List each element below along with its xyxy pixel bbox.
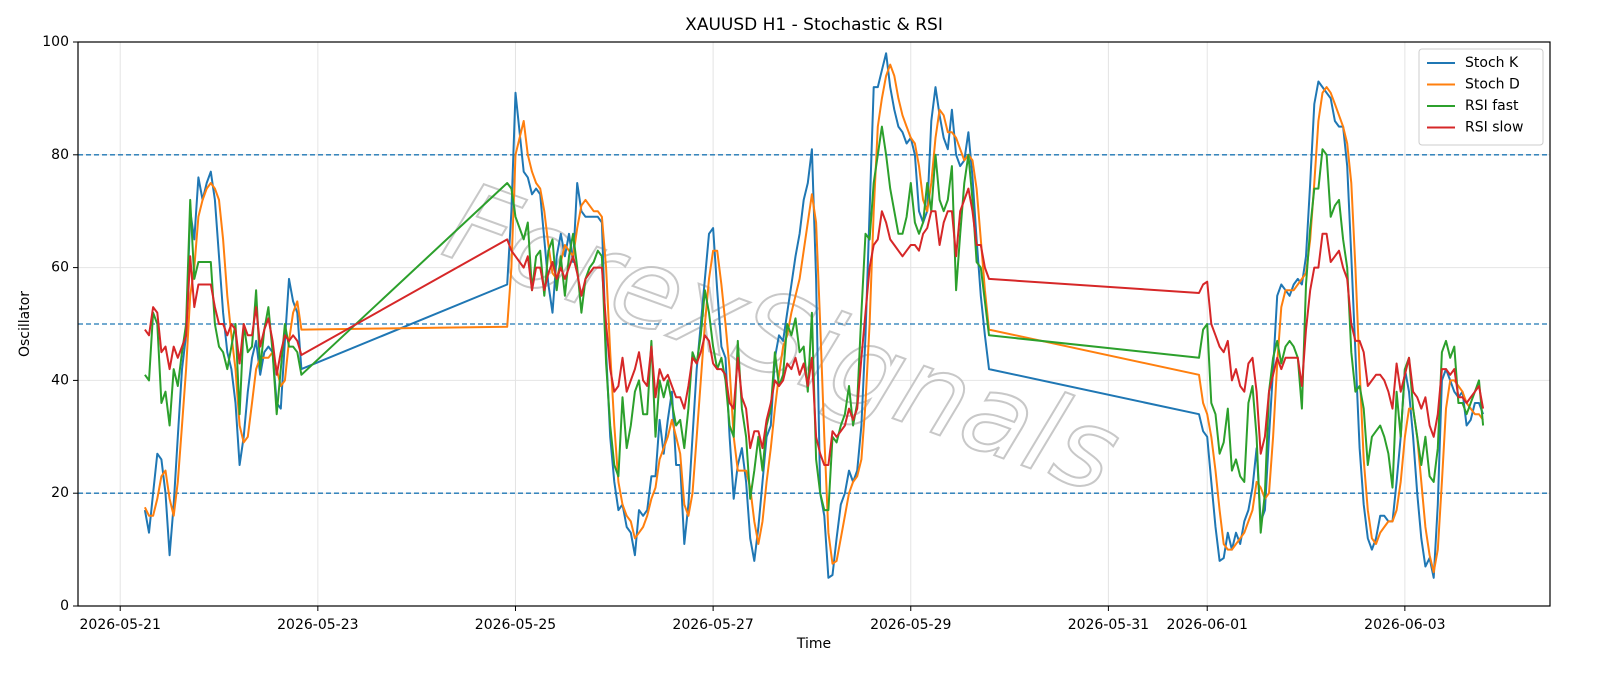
y-tick-label: 40 bbox=[51, 372, 69, 388]
series-line bbox=[143, 63, 1484, 574]
legend-label: RSI fast bbox=[1465, 98, 1519, 114]
x-tick-label: 2026-05-27 bbox=[672, 617, 753, 633]
y-axis-label: Oscillator bbox=[17, 291, 33, 357]
x-axis-label: Time bbox=[796, 636, 831, 652]
plot-frame bbox=[77, 41, 1551, 607]
y-tick-label: 20 bbox=[51, 485, 69, 501]
x-tick-label: 2026-05-31 bbox=[1068, 617, 1149, 633]
x-tick-label: 2026-06-01 bbox=[1167, 617, 1248, 633]
legend-box bbox=[1418, 48, 1544, 146]
y-tick-label: 0 bbox=[60, 598, 69, 614]
series-line bbox=[144, 187, 1485, 466]
legend-label: RSI slow bbox=[1465, 120, 1523, 136]
y-tick-label: 100 bbox=[42, 34, 69, 50]
x-tick-label: 2026-06-03 bbox=[1364, 617, 1445, 633]
x-tick-label: 2026-05-23 bbox=[277, 617, 358, 633]
x-tick-label: 2026-05-25 bbox=[475, 617, 556, 633]
series-line bbox=[144, 125, 1485, 534]
legend: Stoch K Stoch D RSI fast RSI slow bbox=[1418, 48, 1544, 146]
y-tick-label: 60 bbox=[51, 260, 69, 276]
legend-label: Stoch D bbox=[1465, 77, 1520, 93]
x-tick-label: 2026-05-29 bbox=[870, 617, 951, 633]
y-tick-label: 80 bbox=[51, 147, 69, 163]
legend-label: Stoch K bbox=[1465, 55, 1519, 71]
chart-title: XAUUSD H1 - Stochastic & RSI bbox=[685, 15, 943, 35]
x-tick-label: 2026-05-21 bbox=[80, 617, 161, 633]
